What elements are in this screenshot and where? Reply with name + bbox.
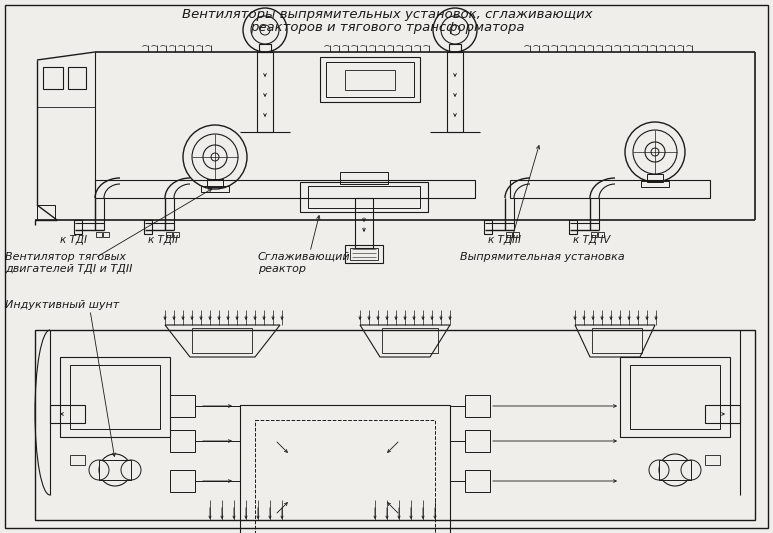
Bar	[591, 232, 597, 237]
Text: Выпрямительная установка: Выпрямительная установка	[460, 252, 625, 262]
Bar	[659, 460, 691, 480]
Bar	[465, 470, 490, 492]
Bar	[308, 186, 420, 208]
Text: Индуктивный шунт: Индуктивный шунт	[5, 300, 119, 310]
Text: к ТДII: к ТДII	[148, 235, 178, 245]
Bar	[35, 330, 755, 520]
Bar	[60, 357, 170, 437]
Text: к ТДIII: к ТДIII	[488, 235, 521, 245]
Bar	[257, 52, 273, 132]
Bar	[705, 455, 720, 465]
Bar	[95, 180, 475, 198]
Bar	[620, 357, 730, 437]
Bar	[70, 455, 85, 465]
Bar	[207, 179, 223, 187]
Bar	[345, 70, 395, 90]
Bar	[99, 460, 131, 480]
Bar	[513, 232, 519, 237]
Bar	[70, 365, 160, 429]
Bar	[259, 44, 271, 52]
Bar	[300, 182, 428, 212]
Bar	[326, 62, 414, 97]
Bar	[345, 245, 383, 263]
Bar	[484, 220, 492, 234]
Bar	[68, 67, 86, 89]
Bar	[510, 180, 710, 198]
Bar	[630, 365, 720, 429]
Bar	[647, 174, 663, 182]
Bar	[74, 220, 82, 234]
Bar	[465, 395, 490, 417]
Bar	[705, 405, 740, 423]
Bar	[449, 44, 461, 52]
Text: Сглаживающий
реактор: Сглаживающий реактор	[258, 252, 351, 273]
Text: Вентиляторы выпрямительных установок, сглаживающих: Вентиляторы выпрямительных установок, сг…	[182, 8, 592, 21]
Text: Вентилятор тяговых
двигателей ТДI и ТДII: Вентилятор тяговых двигателей ТДI и ТДII	[5, 252, 132, 273]
Bar	[355, 198, 373, 248]
Text: к ТД IV: к ТД IV	[573, 235, 611, 245]
Bar	[240, 405, 450, 533]
Bar	[43, 67, 63, 89]
Bar	[592, 328, 642, 353]
Bar	[50, 405, 85, 423]
Bar	[569, 220, 577, 234]
Bar	[506, 232, 512, 237]
Bar	[320, 57, 420, 102]
Bar	[37, 205, 55, 220]
Bar	[103, 232, 109, 237]
Bar	[641, 181, 669, 187]
Bar	[201, 186, 229, 192]
Text: к ТДI: к ТДI	[60, 235, 87, 245]
Bar	[170, 470, 195, 492]
Bar	[447, 52, 463, 132]
Bar	[382, 328, 438, 353]
Bar	[340, 172, 388, 184]
Bar	[96, 232, 102, 237]
Bar	[170, 395, 195, 417]
Bar	[166, 232, 172, 237]
Bar	[192, 328, 252, 353]
Text: реакторов и тягового трансформатора: реакторов и тягового трансформатора	[250, 21, 524, 34]
Bar	[255, 420, 435, 533]
Bar	[350, 248, 378, 260]
Bar	[598, 232, 604, 237]
Bar	[173, 232, 179, 237]
Bar	[170, 430, 195, 452]
Bar	[465, 430, 490, 452]
Bar	[144, 220, 152, 234]
